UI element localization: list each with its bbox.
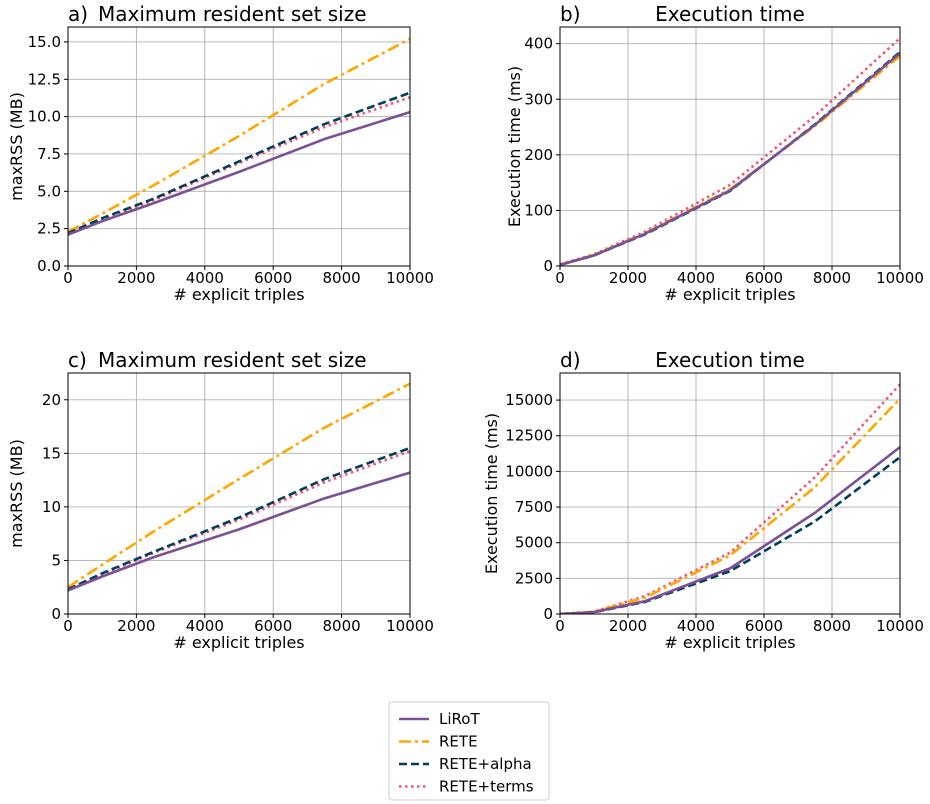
plot-frame — [67, 26, 411, 267]
y-tick-label: 300 — [524, 90, 553, 108]
x-tick-label: 10000 — [876, 617, 924, 635]
x-tick-label: 2000 — [117, 269, 155, 287]
legend-label: RETE+alpha — [439, 755, 532, 773]
series-line-rete — [560, 54, 900, 266]
x-tick-label: 8000 — [323, 617, 361, 635]
x-tick-label: 6000 — [745, 617, 783, 635]
y-tick-label: 2.5 — [37, 220, 61, 238]
y-tick-label: 7.5 — [37, 145, 61, 163]
y-tick-label: 2500 — [515, 569, 553, 587]
panel-title: Execution time — [655, 348, 805, 372]
legend-label: RETE+terms — [439, 778, 534, 796]
x-axis-label: # explicit triples — [664, 633, 795, 652]
x-tick-label: 10000 — [386, 269, 434, 287]
plot-frame — [559, 26, 901, 267]
x-tick-label: 10000 — [386, 617, 434, 635]
y-tick-label: 15.0 — [28, 33, 61, 51]
series-line-rete-alpha — [68, 446, 410, 591]
x-tick-label: 6000 — [254, 617, 292, 635]
y-tick-label: 400 — [524, 35, 553, 53]
x-tick-label: 4000 — [677, 617, 715, 635]
y-tick-label: 15000 — [505, 391, 553, 409]
y-axis-label: maxRSS (MB) — [7, 92, 26, 201]
series-line-rete — [560, 397, 900, 614]
panel-title: Execution time — [655, 2, 805, 26]
y-tick-label: 5 — [51, 551, 61, 569]
x-tick-label: 6000 — [254, 269, 292, 287]
x-axis-label: # explicit triples — [173, 633, 304, 652]
x-tick-label: 0 — [63, 269, 73, 287]
x-tick-label: 0 — [555, 269, 565, 287]
x-tick-label: 2000 — [609, 269, 647, 287]
panel-letter: c) — [68, 348, 87, 372]
x-tick-label: 2000 — [609, 617, 647, 635]
x-tick-label: 4000 — [677, 269, 715, 287]
y-tick-label: 15 — [42, 444, 61, 462]
x-axis-label: # explicit triples — [173, 285, 304, 304]
x-tick-label: 8000 — [813, 269, 851, 287]
panel-letter: a) — [68, 2, 88, 26]
x-tick-label: 8000 — [813, 617, 851, 635]
series-line-rete-alpha — [68, 91, 410, 235]
y-tick-label: 10000 — [505, 462, 553, 480]
series-line-rete-terms — [560, 383, 900, 614]
chart-panel-2: 0 2000 4000 6000 8000 10000 0 100 200 300 400 # exp… — [505, 2, 924, 304]
legend-frame — [388, 701, 550, 801]
chart-panel-3: 0 2000 4000 6000 8000 10000 0 5 10 15 20 # explicit… — [7, 348, 434, 652]
series-line-lirot — [560, 446, 900, 614]
panel-title: Maximum resident set size — [98, 348, 367, 372]
y-tick-label: 200 — [524, 146, 553, 164]
y-tick-label: 12500 — [505, 427, 553, 445]
x-tick-label: 0 — [63, 617, 73, 635]
chart-panel-1: 0 2000 4000 6000 8000 10000 0.0 2.5 5.0 7.5 10.0 12… — [7, 2, 434, 304]
y-tick-label: 5000 — [515, 534, 553, 552]
series-line-rete — [68, 382, 410, 589]
panel-title: Maximum resident set size — [98, 2, 367, 26]
legend-label: LiRoT — [439, 710, 480, 728]
chart-panel-4: 0 2000 4000 6000 8000 10000 0 2500 5000 7500 10000… — [482, 348, 924, 652]
y-tick-label: 10.0 — [28, 108, 61, 126]
y-tick-label: 10 — [42, 498, 61, 516]
series-line-lirot — [68, 110, 410, 236]
panel-letter: d) — [560, 348, 581, 372]
series-line-lirot — [68, 471, 410, 592]
series-line-lirot — [560, 52, 900, 266]
y-tick-label: 100 — [524, 201, 553, 219]
x-tick-label: 6000 — [745, 269, 783, 287]
x-axis-label: # explicit triples — [664, 285, 795, 304]
x-tick-label: 0 — [555, 617, 565, 635]
y-axis-label: Execution time (ms) — [482, 413, 501, 574]
panel-letter: b) — [560, 2, 581, 26]
x-tick-label: 4000 — [186, 617, 224, 635]
legend-label: RETE — [439, 733, 478, 751]
series-line-rete-terms — [68, 449, 410, 591]
y-tick-label: 7500 — [515, 498, 553, 516]
x-tick-label: 4000 — [186, 269, 224, 287]
x-tick-label: 10000 — [876, 269, 924, 287]
plot-frame — [559, 372, 901, 615]
y-tick-label: 0.0 — [37, 257, 61, 275]
y-tick-label: 5.0 — [37, 182, 61, 200]
y-tick-label: 20 — [42, 391, 61, 409]
y-tick-label: 0 — [51, 605, 61, 623]
y-tick-label: 0 — [543, 257, 553, 275]
x-tick-label: 2000 — [117, 617, 155, 635]
series-line-rete — [68, 37, 410, 233]
y-axis-label: maxRSS (MB) — [7, 439, 26, 548]
series-line-rete-terms — [560, 37, 900, 266]
legend: LiRoT RETE RETE+alpha RETE+terms — [388, 701, 550, 801]
y-axis-label: Execution time (ms) — [505, 66, 524, 227]
plot-frame — [67, 372, 411, 615]
y-tick-label: 0 — [543, 605, 553, 623]
series-line-rete-alpha — [560, 456, 900, 614]
y-tick-label: 12.5 — [28, 70, 61, 88]
x-tick-label: 8000 — [323, 269, 361, 287]
